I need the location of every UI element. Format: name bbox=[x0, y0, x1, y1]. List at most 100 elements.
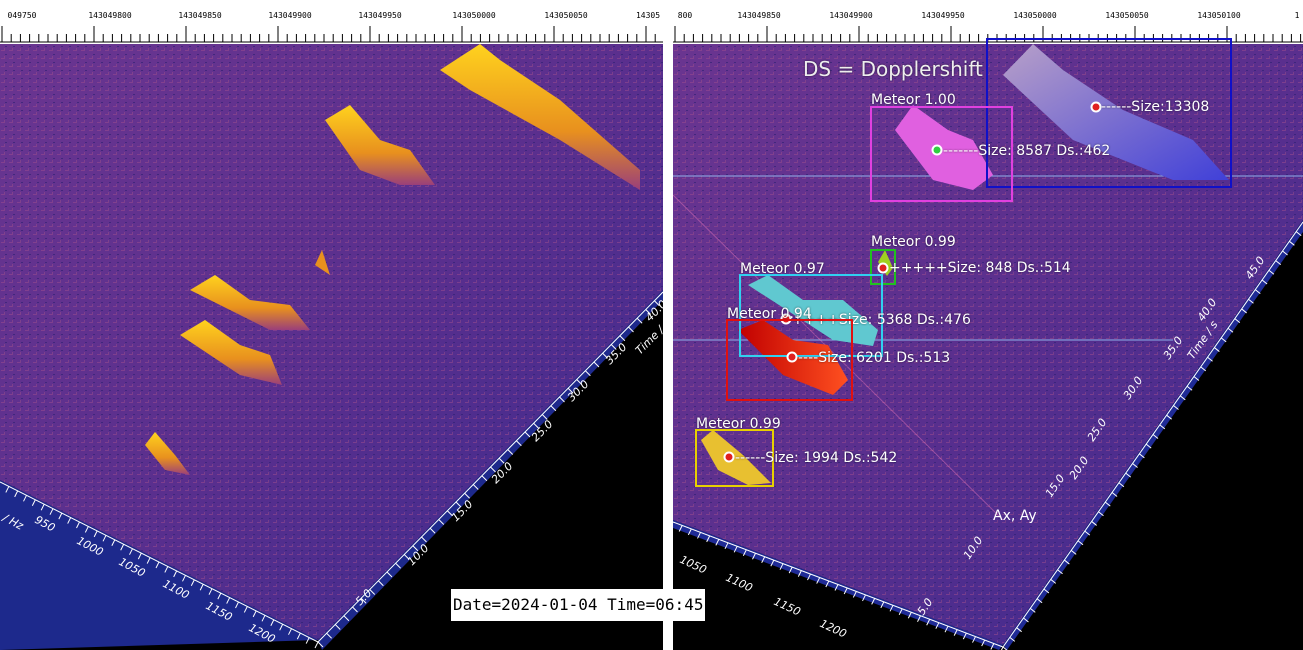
axis-tick-mark bbox=[593, 361, 600, 368]
axis-tick-mark bbox=[1125, 472, 1132, 478]
axis-tick-mark bbox=[76, 521, 80, 529]
axis-tick-mark bbox=[1050, 578, 1057, 584]
axis-tick-mark bbox=[378, 580, 384, 587]
axis-tick-mark bbox=[243, 606, 248, 613]
axis-tick-mark bbox=[1289, 240, 1295, 246]
axis-tick-mark bbox=[326, 632, 332, 639]
axis-tick-mark bbox=[1248, 298, 1254, 304]
axis-tick-mark bbox=[742, 549, 747, 557]
axis-tick-mark bbox=[58, 512, 63, 520]
waterfall-3d-plot-right: 1050 1100 1150 1200 5.0 10.0 15.0 20.0 2… bbox=[673, 44, 1303, 650]
axis-tick-mark bbox=[619, 335, 626, 342]
ruler-tick: 143049850 bbox=[178, 11, 222, 20]
axis-tick-mark bbox=[1009, 636, 1016, 642]
meteor-trace bbox=[315, 250, 330, 275]
axis-tick-mark bbox=[252, 610, 257, 618]
axis-tick-mark bbox=[67, 517, 72, 524]
detection-size-label: ------Size: 1994 Ds.:542 bbox=[735, 450, 898, 466]
axis-tick-mark bbox=[386, 571, 393, 578]
axis-tick-mark bbox=[317, 641, 324, 648]
axis-tick-mark bbox=[261, 615, 266, 622]
axis-tick-mark bbox=[490, 466, 496, 473]
axis-tick-mark bbox=[770, 559, 775, 567]
axis-tick-mark bbox=[1029, 607, 1036, 613]
axis-tick-mark bbox=[602, 352, 608, 359]
detection-centroid-green bbox=[931, 144, 943, 156]
axis-tick-mark bbox=[797, 570, 802, 577]
detection-size-label: ------Size:13308 bbox=[1101, 99, 1210, 115]
axis-tick-mark bbox=[697, 532, 701, 539]
axis-tick-mark bbox=[412, 545, 419, 552]
detection-confidence-label: Meteor 1.00 bbox=[871, 92, 956, 108]
axis-tick-mark bbox=[1104, 501, 1111, 507]
axis-tick-mark bbox=[1241, 308, 1247, 314]
axis-tick-mark bbox=[498, 457, 505, 464]
axis-tick-mark bbox=[907, 612, 912, 619]
axis-tick-mark bbox=[1152, 434, 1159, 439]
axis-tick-mark bbox=[190, 579, 195, 587]
detection-size-label: ++++Size: 5368 Ds.:476 bbox=[792, 312, 971, 328]
axis-tick-mark bbox=[935, 622, 940, 629]
detection-box-cyan bbox=[739, 274, 883, 357]
axis-tick-mark bbox=[516, 440, 522, 447]
axis-tick-mark bbox=[217, 592, 222, 600]
axis-tick-mark bbox=[1057, 569, 1063, 575]
axis-tick-mark bbox=[14, 490, 19, 498]
meteor-trace bbox=[190, 275, 310, 330]
axis-tick-mark bbox=[645, 309, 652, 315]
axis-tick-mark bbox=[447, 510, 453, 517]
axis-tick-mark bbox=[334, 624, 341, 630]
axis-tick-mark bbox=[155, 561, 160, 569]
axis-tick-mark bbox=[834, 584, 839, 591]
dopplershift-legend: DS = Dopplershift bbox=[803, 57, 983, 81]
ruler-tick: 143049900 bbox=[829, 11, 873, 20]
detection-size-label: ----Size: 6201 Ds.:513 bbox=[798, 350, 951, 366]
ruler-tick: 143049850 bbox=[737, 11, 781, 20]
axis-tick-mark bbox=[305, 637, 310, 644]
axis-marker-label: Ax, Ay bbox=[993, 508, 1037, 524]
axis-tick-mark bbox=[146, 557, 151, 564]
axis-tick-mark bbox=[610, 344, 617, 350]
date-time-stamp: Date=2024-01-04 Time=06:45 bbox=[451, 589, 706, 621]
axis-tick-mark bbox=[843, 587, 848, 595]
waterfall-3d-plot-left: / Hz 950 1000 1050 1100 1150 1200 5.0 10… bbox=[0, 44, 663, 650]
meteor-trace bbox=[748, 275, 878, 346]
meteor-trace bbox=[325, 105, 435, 185]
axis-tick-mark bbox=[472, 484, 479, 490]
axis-tick-mark bbox=[825, 580, 830, 588]
axis-tick-mark bbox=[369, 589, 376, 595]
axis-tick-mark bbox=[296, 632, 301, 640]
axis-tick-mark bbox=[102, 535, 107, 542]
axis-tick-mark bbox=[1166, 414, 1172, 420]
axis-tick-mark bbox=[807, 573, 811, 581]
axis-tick-mark bbox=[137, 552, 142, 560]
axis-tick-mark bbox=[550, 405, 557, 412]
axis-tick-mark bbox=[1084, 530, 1091, 536]
detection-centroid-red bbox=[786, 351, 798, 363]
axis-tick-mark bbox=[636, 317, 643, 324]
axis-tick-mark bbox=[352, 606, 358, 613]
axis-tick-mark bbox=[1077, 540, 1084, 546]
detection-box-yellow bbox=[695, 429, 774, 487]
axis-tick-mark bbox=[481, 475, 488, 482]
axis-tick-mark bbox=[1227, 327, 1234, 333]
ruler-tick: 143050050 bbox=[544, 11, 588, 20]
axis-tick-mark bbox=[1145, 443, 1152, 449]
axis-tick-mark bbox=[706, 535, 711, 543]
detection-centroid-red bbox=[723, 451, 735, 463]
detection-box-green bbox=[870, 249, 896, 285]
axis-tick-mark bbox=[314, 641, 319, 649]
axis-tick-mark bbox=[1295, 231, 1302, 237]
axis-tick-mark bbox=[779, 563, 784, 570]
axis-tick-mark bbox=[129, 548, 133, 555]
axis-tick-mark bbox=[733, 546, 738, 553]
axis-tick-mark bbox=[23, 495, 27, 502]
axis-tick-mark bbox=[84, 526, 89, 533]
axis-tick-mark bbox=[1173, 405, 1179, 410]
waterfall-panel-left: 049750 143049800 143049850 143049900 143… bbox=[0, 0, 663, 650]
axis-tick-mark bbox=[1261, 279, 1268, 285]
ruler-tick: 800 bbox=[677, 11, 693, 20]
waterfall-panel-right: 800 143049850 143049900 143049950 143050… bbox=[673, 0, 1303, 650]
axis-tick-mark bbox=[1254, 289, 1261, 295]
axis-tick-mark bbox=[507, 449, 514, 455]
